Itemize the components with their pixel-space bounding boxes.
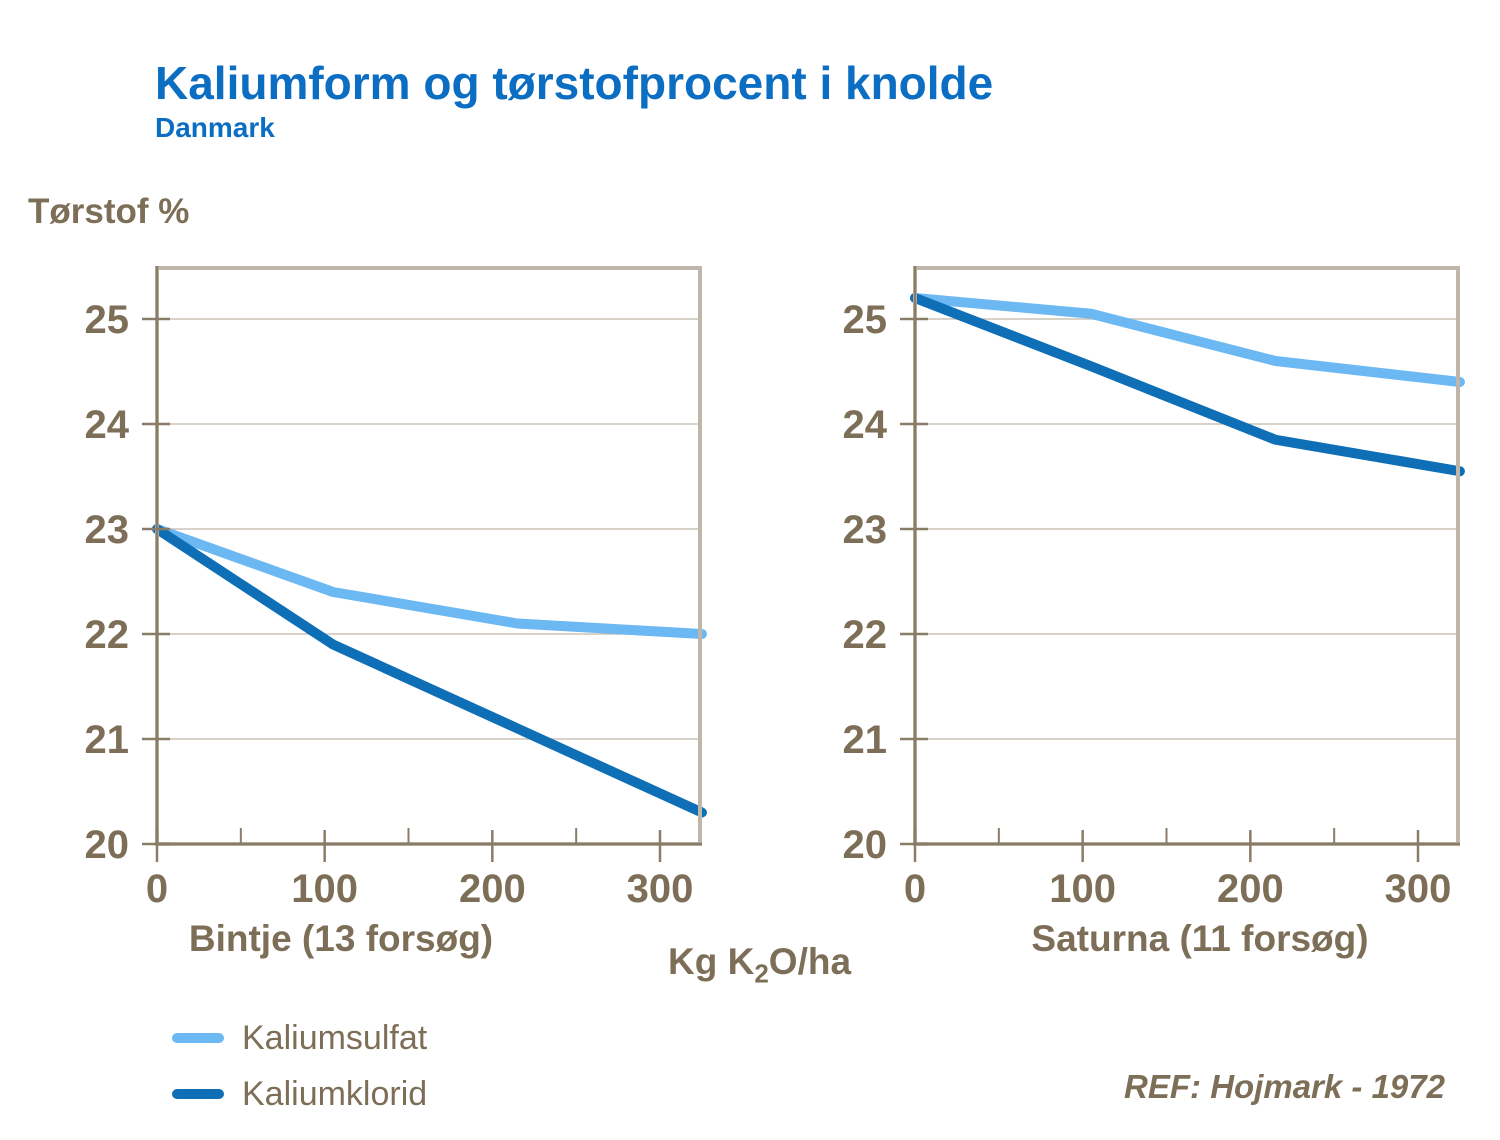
chart-canvas-bintje: 20 21 22 23 24 25 0 100 200 300 [85, 266, 707, 911]
chart-caption-saturna: Saturna (11 forsøg) [1031, 918, 1369, 959]
y-tick-label-24: 24 [843, 403, 888, 447]
chart-canvas-saturna: 20 21 22 23 24 25 0 100 200 300 [843, 266, 1465, 911]
line-chart-saturna: 20 21 22 23 24 25 0 100 200 300 [843, 266, 1465, 911]
reference-text: REF: Hojmark - 1972 [1124, 1068, 1445, 1105]
series-line-kaliumsulfat [910, 293, 1465, 387]
page-subtitle: Danmark [155, 112, 275, 143]
legend-item-kaliumklorid: Kaliumklorid [172, 1072, 427, 1116]
y-tick-label-23: 23 [843, 508, 888, 552]
y-tick-label-20: 20 [85, 823, 130, 867]
y-tick-label-21: 21 [85, 718, 130, 762]
y-tick-label-25: 25 [843, 298, 888, 342]
plot-frame [913, 266, 1460, 846]
y-axis-title: Tørstof % [28, 192, 190, 231]
series-line-kaliumklorid [910, 293, 1465, 477]
legend: Kaliumsulfat Kaliumklorid [172, 1016, 427, 1128]
x-axis-title-subscript: 2 [754, 958, 769, 989]
legend-swatch-kaliumklorid [172, 1089, 224, 1099]
y-tick-label-25: 25 [85, 298, 130, 342]
x-tick-label-200: 200 [459, 867, 526, 911]
y-tick-label-24: 24 [85, 403, 130, 447]
x-tick-label-100: 100 [1049, 867, 1116, 911]
page-title: Kaliumform og tørstofprocent i knolde [155, 57, 994, 109]
x-tick-label-100: 100 [291, 867, 358, 911]
y-tick-label-20: 20 [843, 823, 888, 867]
legend-item-kaliumsulfat: Kaliumsulfat [172, 1016, 427, 1060]
x-axis-title-suffix: O/ha [768, 941, 852, 982]
x-axis-title: Kg K2O/ha [668, 941, 851, 989]
x-tick-label-0: 0 [904, 867, 926, 911]
legend-swatch-kaliumsulfat [172, 1033, 224, 1043]
y-tick-label-21: 21 [843, 718, 888, 762]
line-chart-bintje: 20 21 22 23 24 25 0 100 200 300 [85, 266, 707, 911]
x-tick-label-0: 0 [146, 867, 168, 911]
chart-caption-bintje: Bintje (13 forsøg) [188, 918, 494, 959]
y-tick-label-22: 22 [85, 613, 130, 657]
legend-label-kaliumklorid: Kaliumklorid [242, 1074, 428, 1113]
x-tick-label-300: 300 [1385, 867, 1452, 911]
x-tick-label-200: 200 [1217, 867, 1284, 911]
series-line-kaliumsulfat [152, 524, 707, 639]
y-tick-label-22: 22 [843, 613, 888, 657]
x-axis-title-prefix: Kg K [668, 941, 755, 982]
x-tick-label-300: 300 [627, 867, 694, 911]
y-tick-label-23: 23 [85, 508, 130, 552]
legend-label-kaliumsulfat: Kaliumsulfat [242, 1018, 428, 1057]
series-line-kaliumklorid [152, 524, 707, 818]
